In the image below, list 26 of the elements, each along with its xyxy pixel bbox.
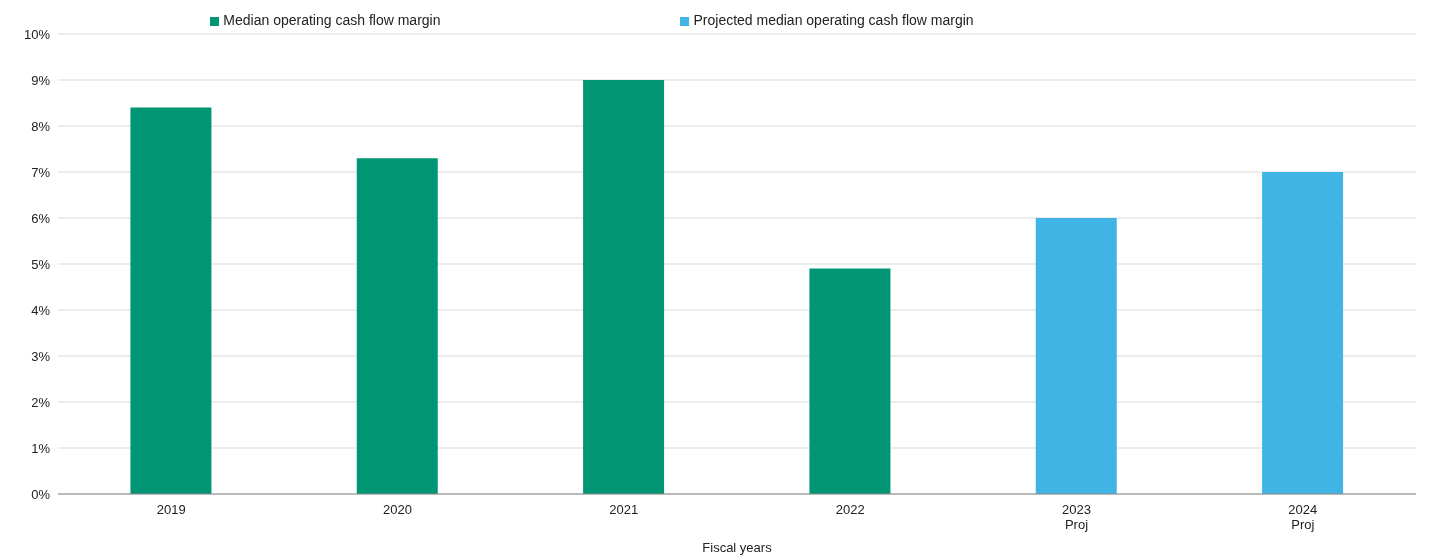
x-tick-label: 2020: [383, 502, 412, 517]
bar: [356, 158, 438, 494]
bar: [809, 268, 891, 494]
y-tick-label: 8%: [31, 118, 51, 134]
x-tick-label: 2022: [835, 502, 865, 517]
y-tick-label: 0%: [31, 486, 51, 502]
x-tick-label: 2024 Proj: [1288, 502, 1318, 532]
x-tick-label: 2023 Proj: [1062, 502, 1091, 532]
x-axis-title: Fiscal years: [702, 540, 773, 555]
x-tick-label: 2021: [609, 502, 639, 517]
legend-label: Median operating cash flow margin: [223, 12, 441, 28]
y-tick-label: 2%: [31, 394, 51, 410]
y-tick-label: 7%: [31, 164, 51, 180]
bar: [1262, 172, 1344, 494]
bar: [130, 107, 212, 494]
legend-label: Projected median operating cash flow margin: [693, 12, 974, 28]
bar: [583, 80, 665, 494]
x-tick-label: 2019: [156, 502, 186, 517]
y-tick-label: 3%: [31, 348, 51, 364]
y-tick-label: 6%: [31, 210, 51, 226]
y-tick-label: 1%: [31, 440, 51, 456]
bar: [1035, 218, 1117, 494]
y-tick-label: 9%: [31, 72, 51, 88]
y-tick-label: 5%: [31, 256, 51, 272]
y-tick-label: 4%: [31, 302, 51, 318]
y-tick-label: 10%: [23, 26, 51, 42]
